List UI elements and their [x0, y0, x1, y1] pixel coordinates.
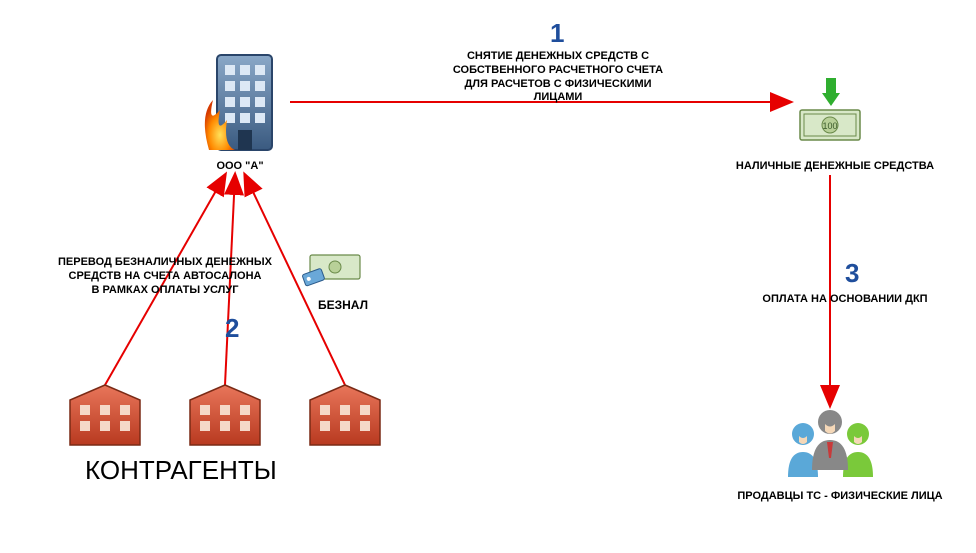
diagram-canvas: 100: [0, 0, 976, 553]
label-beznal: БЕЗНАЛ: [308, 298, 378, 313]
step-2: 2: [225, 313, 239, 344]
svg-text:100: 100: [822, 121, 837, 131]
label-left: ПЕРЕВОД БЕЗНАЛИЧНЫХ ДЕНЕЖНЫХ СРЕДСТВ НА …: [35, 256, 295, 297]
green-arrow-icon: [822, 78, 840, 106]
building-main-icon: [205, 55, 272, 150]
contractor-buildings: [70, 385, 380, 445]
beznal-money-icon: [302, 255, 360, 286]
label-top: СНЯТИЕ ДЕНЕЖНЫХ СРЕДСТВ С СОБСТВЕННОГО Р…: [408, 50, 708, 105]
cash-icon: 100: [800, 110, 860, 140]
people-icon: [788, 410, 873, 477]
step-3: 3: [845, 258, 859, 289]
label-ooo: ООО "А": [200, 160, 280, 174]
label-sellers: ПРОДАВЦЫ ТС - ФИЗИЧЕСКИЕ ЛИЦА: [720, 490, 960, 504]
label-contractors: КОНТРАГЕНТЫ: [85, 455, 277, 486]
label-right: ОПЛАТА НА ОСНОВАНИИ ДКП: [745, 293, 945, 307]
step-1: 1: [550, 18, 564, 49]
label-cash: НАЛИЧНЫЕ ДЕНЕЖНЫЕ СРЕДСТВА: [720, 160, 950, 174]
